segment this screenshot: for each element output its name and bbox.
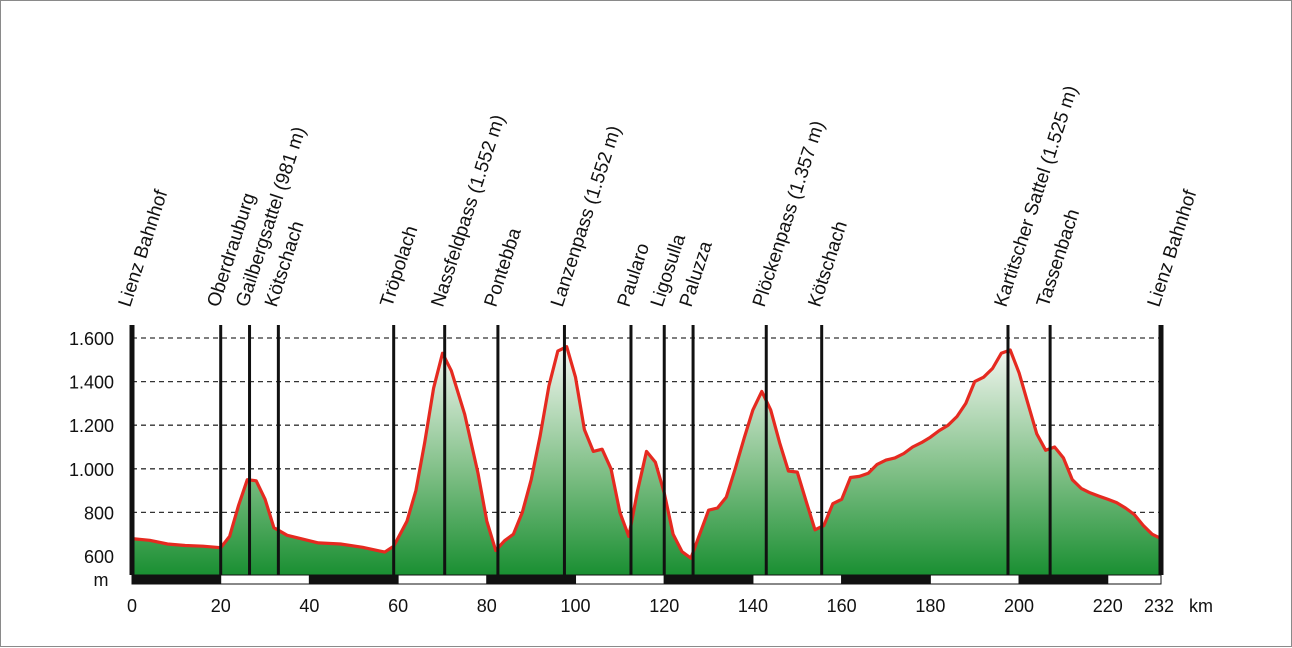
y-tick-label: 1.200 [69, 416, 114, 436]
x-tick-label: 200 [1004, 596, 1034, 616]
location-label: Lienz Bahnhof [115, 187, 173, 310]
distance-band-segment [752, 574, 843, 585]
location-label: Lanzenpass (1.552 m) [547, 123, 625, 309]
distance-band-segment [841, 574, 931, 585]
y-tick-label: 1.400 [69, 373, 114, 393]
distance-band-segment [575, 574, 665, 585]
location-label: Lienz Bahnhof [1144, 187, 1202, 310]
x-tick-label: 40 [299, 596, 319, 616]
y-tick-label: 1.600 [69, 329, 114, 349]
y-tick-label: 600 [84, 547, 114, 567]
x-tick-label: 160 [827, 596, 857, 616]
x-tick-labels: 0 20 40 60 80 100 120 140 160 180 200 220 232 [127, 596, 1174, 616]
distance-band-segment [220, 574, 310, 585]
x-tick-label: 60 [388, 596, 408, 616]
distance-band-segment [1107, 574, 1162, 585]
distance-band-segment [308, 574, 399, 585]
distance-band-segment [1018, 574, 1109, 585]
location-label: Pontebba [481, 225, 526, 309]
x-tick-label: 100 [561, 596, 591, 616]
distance-band-segment [929, 574, 1020, 585]
distance-band-segment [131, 574, 222, 585]
y-tick-label: 800 [84, 503, 114, 523]
y-tick-labels: 600 800 1.000 1.200 1.400 1.600 [69, 329, 114, 567]
location-label: Kartitscher Sattel (1.525 m) [991, 83, 1082, 309]
distance-band-segment [486, 574, 577, 585]
elevation-fill [132, 346, 1161, 575]
location-label: Tassenbach [1033, 207, 1084, 310]
x-tick-label: 180 [915, 596, 945, 616]
y-axis-unit-label: m [94, 570, 109, 590]
distance-band-segment [397, 574, 488, 585]
location-label: Kötschach [804, 219, 851, 310]
x-tick-label: 120 [649, 596, 679, 616]
location-label: Tröpolach [376, 223, 422, 309]
x-tick-label: 232 [1144, 596, 1174, 616]
distance-band-segment [663, 574, 754, 585]
y-tick-label: 1.000 [69, 460, 114, 480]
x-tick-label: 220 [1093, 596, 1123, 616]
axes [131, 574, 1162, 585]
x-tick-label: 140 [738, 596, 768, 616]
x-tick-label: 20 [211, 596, 231, 616]
x-tick-label: 0 [127, 596, 137, 616]
x-tick-label: 80 [477, 596, 497, 616]
location-labels: Lienz Bahnhof OberdrauburgGailbergsattel … [115, 83, 1202, 309]
x-axis-unit-label: km [1189, 596, 1213, 616]
location-markers [129, 325, 1164, 575]
